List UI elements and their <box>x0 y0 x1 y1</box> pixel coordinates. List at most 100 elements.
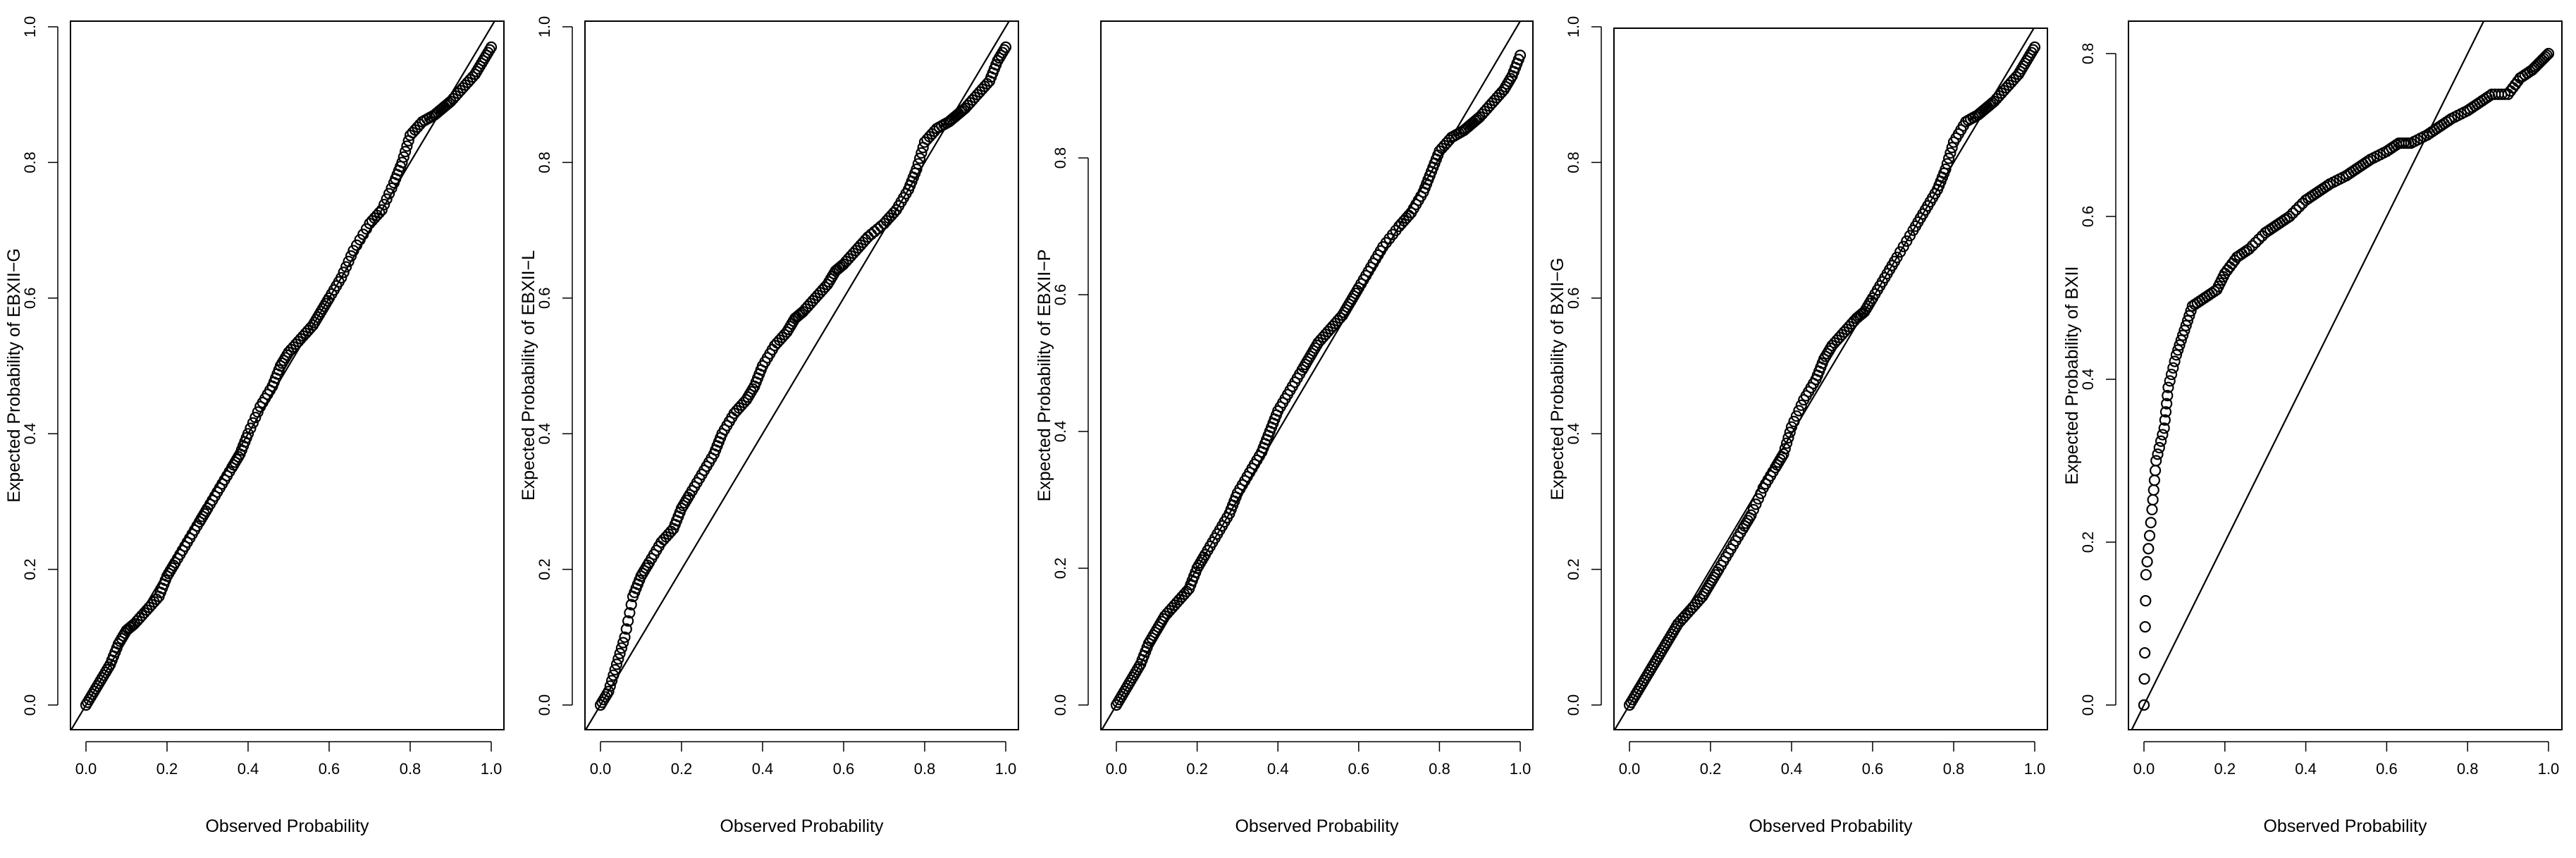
data-point <box>2175 334 2187 346</box>
data-point <box>396 157 408 168</box>
data-point <box>2180 319 2192 331</box>
data-points <box>80 41 498 711</box>
data-point <box>2541 49 2553 61</box>
y-tick-label: 1.0 <box>21 16 39 38</box>
data-point <box>2224 261 2236 273</box>
data-point <box>617 637 629 649</box>
data-point <box>913 152 926 164</box>
x-tick-label: 0.4 <box>1267 760 1289 778</box>
y-tick-label: 0.8 <box>1565 152 1582 173</box>
x-tick-label: 0.8 <box>400 760 421 778</box>
x-axis-title: Observed Probability <box>1749 816 1913 836</box>
y-tick-label: 0.2 <box>2079 532 2097 553</box>
data-point <box>2246 240 2258 252</box>
data-point <box>2143 543 2155 555</box>
data-point <box>1514 49 1527 61</box>
y-tick-label: 0.6 <box>2079 206 2097 228</box>
data-point <box>622 615 634 627</box>
data-point <box>249 412 261 424</box>
y-tick-label: 0.8 <box>536 152 553 173</box>
data-point <box>245 422 257 434</box>
data-point <box>1750 498 1762 510</box>
data-point <box>1945 147 1956 159</box>
x-tick-label: 0.6 <box>1348 760 1370 778</box>
x-tick-label: 0.0 <box>75 760 97 778</box>
y-tick-label: 0.2 <box>21 558 39 580</box>
data-point <box>2322 180 2334 192</box>
y-tick-label: 0.2 <box>1052 558 1069 580</box>
x-tick-label: 0.2 <box>1186 760 1208 778</box>
x-tick-label: 1.0 <box>481 760 503 778</box>
data-point <box>1795 399 1807 411</box>
data-point <box>399 145 412 158</box>
x-tick-label: 0.8 <box>1943 760 1965 778</box>
data-point <box>343 255 355 267</box>
x-axis-title: Observed Probability <box>2263 816 2427 836</box>
y-axis-title: Expected Probability of EBXII−P <box>1035 250 1054 502</box>
y-tick-label: 0.4 <box>1052 421 1069 443</box>
y-tick-label: 0.6 <box>1565 288 1582 310</box>
data-point <box>1788 415 1800 427</box>
data-point <box>2243 243 2255 255</box>
data-points <box>2138 47 2555 711</box>
data-point <box>2143 529 2156 541</box>
chart-panel-3: 0.0 0.2 0.4 0.6 0.8 1.0 0.0 0.2 0.4 0.6 0.8 Observe… <box>1035 20 1534 836</box>
data-point <box>911 163 923 176</box>
x-tick-label: 0.2 <box>1700 760 1722 778</box>
data-point <box>378 198 390 211</box>
data-points <box>1623 41 2041 711</box>
data-point <box>610 658 623 670</box>
data-point <box>2165 368 2178 381</box>
data-point <box>1779 443 1791 455</box>
y-tick-label: 0.4 <box>21 423 39 445</box>
data-point <box>620 623 632 635</box>
chart-panel-2: 0.0 0.2 0.4 0.6 0.8 1.0 0.0 0.2 0.4 0.6 0.8 1.0 Obse… <box>519 16 1019 836</box>
data-point <box>374 207 386 219</box>
chart-panel-1: 0.0 0.2 0.4 0.6 0.8 1.0 0.0 0.2 0.4 0.6 0.8 1.0 Obse… <box>4 16 505 836</box>
y-axis-title: Expected Probability of EBXII−L <box>519 250 538 501</box>
data-point <box>242 428 254 440</box>
y-tick-label: 0.8 <box>21 152 39 173</box>
data-point <box>2155 435 2167 447</box>
x-axis-title: Observed Probability <box>1235 816 1399 836</box>
plot-frame <box>70 20 505 730</box>
data-point <box>2147 494 2159 506</box>
plot-frame <box>584 20 1019 730</box>
data-point <box>614 647 626 659</box>
y-tick-label: 0.6 <box>1052 284 1069 306</box>
x-tick-label: 0.2 <box>671 760 693 778</box>
data-point <box>2539 51 2551 63</box>
reference-line <box>1101 21 1522 730</box>
x-tick-label: 1.0 <box>995 760 1017 778</box>
y-tick-label: 0.0 <box>1052 694 1069 716</box>
data-point <box>916 147 928 159</box>
data-point <box>2162 389 2174 402</box>
data-point <box>2028 41 2041 53</box>
plot-frame <box>1100 20 1534 730</box>
data-point <box>2509 78 2522 90</box>
data-point <box>2152 448 2164 460</box>
y-tick-label: 0.8 <box>1052 147 1069 169</box>
data-point <box>2139 621 2151 633</box>
data-point <box>2158 422 2170 434</box>
x-tick-label: 0.4 <box>2295 760 2317 778</box>
data-point <box>2141 556 2153 568</box>
data-point <box>2174 339 2186 351</box>
data-point <box>1790 410 1802 422</box>
x-tick-label: 0.4 <box>752 760 774 778</box>
data-point <box>1785 421 1798 433</box>
reference-line <box>70 21 496 730</box>
data-point <box>615 642 628 654</box>
data-point <box>2170 349 2183 361</box>
y-tick-label: 0.4 <box>536 423 553 445</box>
data-point <box>485 41 498 53</box>
x-tick-label: 0.0 <box>1106 760 1128 778</box>
data-point <box>2253 233 2265 245</box>
data-point <box>2149 465 2162 477</box>
data-point <box>1940 163 1952 176</box>
data-point <box>335 271 347 284</box>
plot-frame <box>1613 27 2048 730</box>
data-points <box>1110 49 1527 711</box>
data-point <box>2140 569 2152 581</box>
